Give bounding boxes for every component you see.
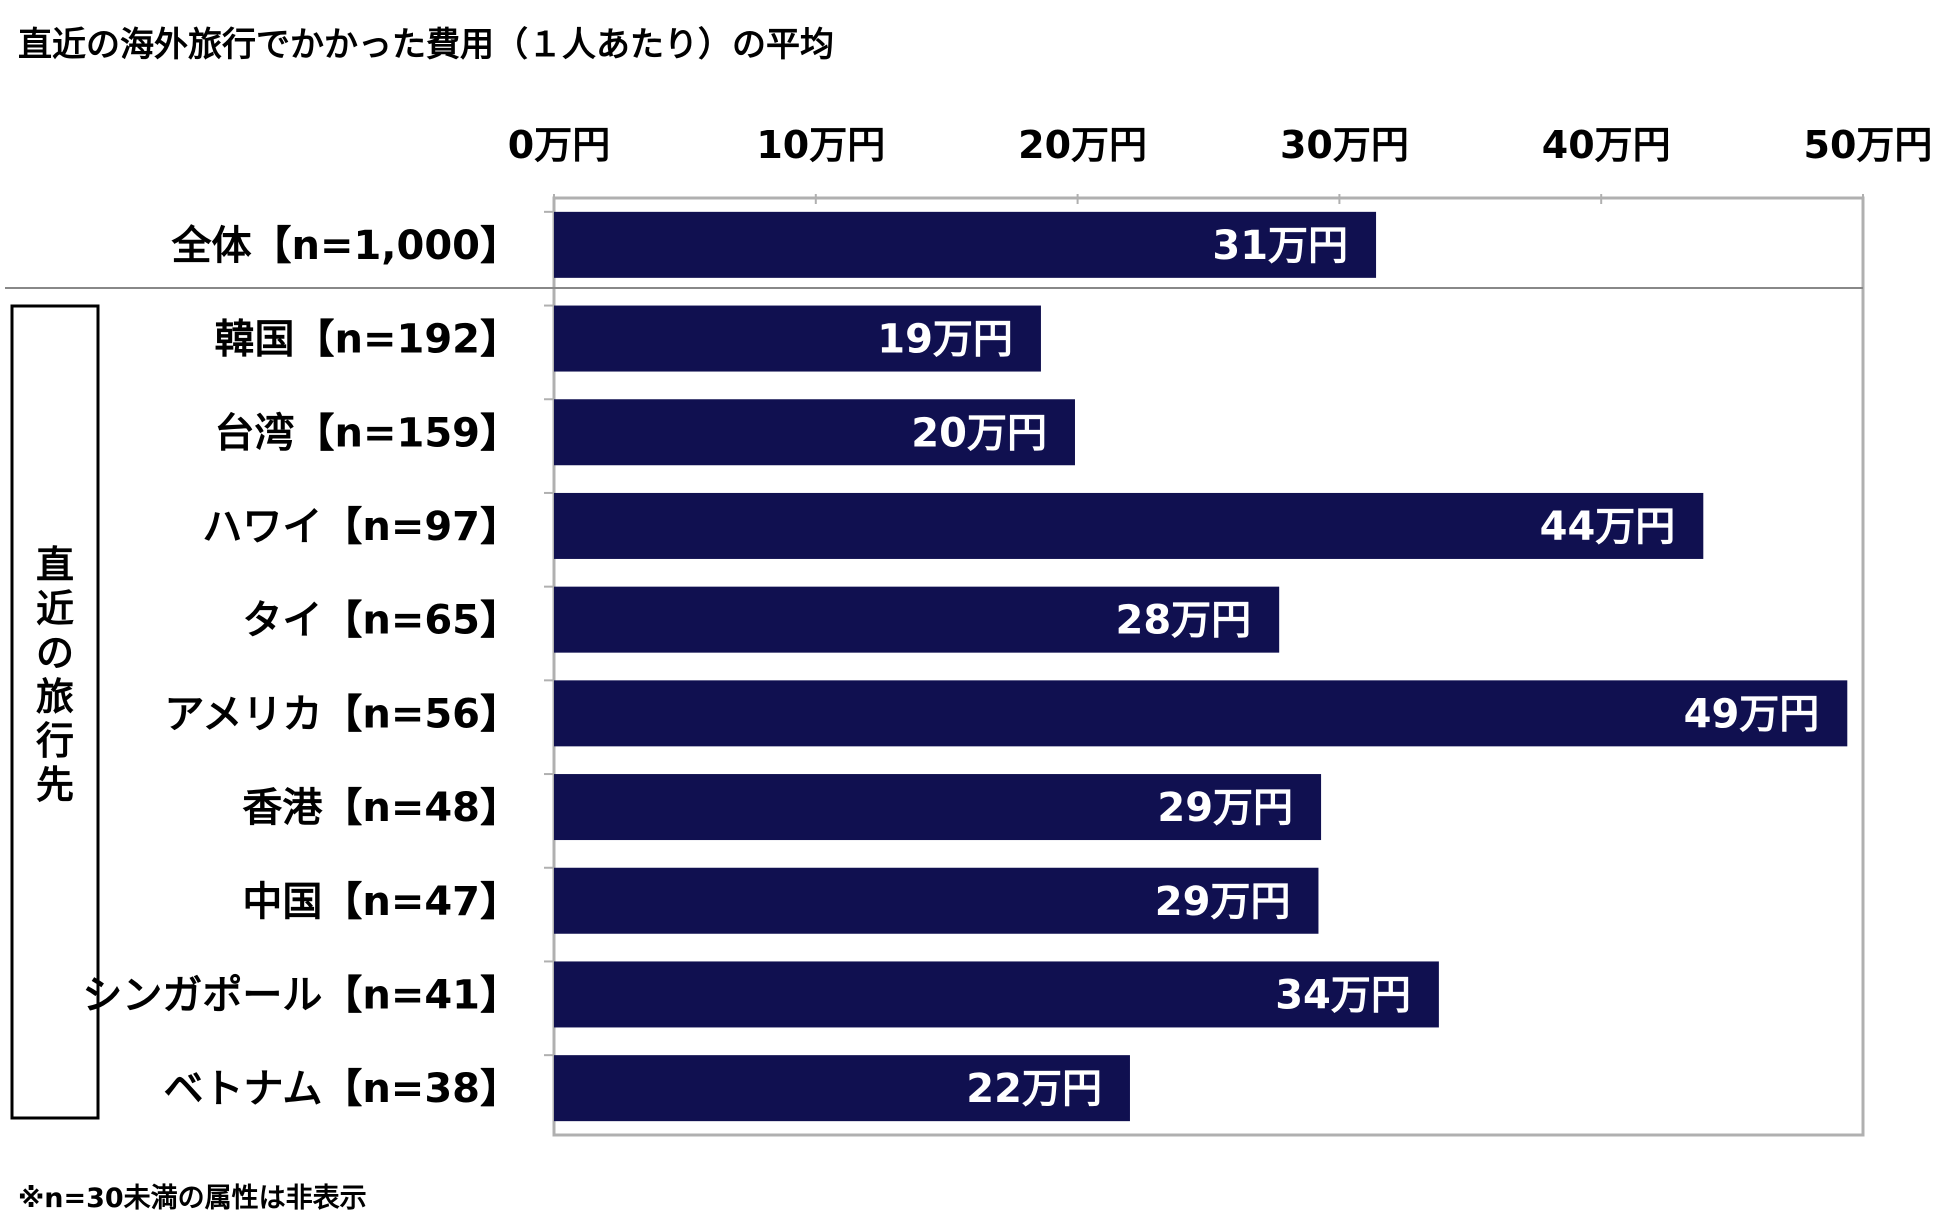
category-label: ベトナム【n=38】 xyxy=(164,1066,520,1112)
plot-frame xyxy=(552,196,1865,1137)
footnote: ※n=30未満の属性は非表示 xyxy=(18,1183,367,1214)
x-tick-label: 40万円 xyxy=(1542,123,1671,167)
bar-value-label: 19万円 xyxy=(877,317,1013,363)
bar xyxy=(554,211,1377,278)
x-tick-label: 20万円 xyxy=(1018,123,1147,167)
category-label: 中国【n=47】 xyxy=(242,879,520,925)
bar-value-label: 34万円 xyxy=(1275,972,1411,1018)
group-label: 直近の旅行先 xyxy=(36,543,74,807)
bar-value-label: 29万円 xyxy=(1155,879,1291,925)
chart-title: 直近の海外旅行でかかった費用（１人あたり）の平均 xyxy=(18,25,834,65)
bar xyxy=(554,492,1704,559)
category-label: 台湾【n=159】 xyxy=(215,410,521,456)
bar-value-label: 31万円 xyxy=(1212,223,1348,269)
bar-value-label: 20万円 xyxy=(911,410,1047,456)
bar xyxy=(554,1055,1130,1122)
x-tick-label: 0万円 xyxy=(508,123,610,167)
x-tick-label: 50万円 xyxy=(1804,123,1933,167)
bar-value-label: 29万円 xyxy=(1157,785,1293,831)
bar-value-label: 28万円 xyxy=(1116,598,1252,644)
bar xyxy=(554,305,1041,372)
bars: 31万円 全体【n=1,000】 19万円 韓国【n=192】 20万円 台湾【n=159… xyxy=(82,210,1848,1122)
bar xyxy=(554,586,1280,653)
category-label: 韓国【n=192】 xyxy=(215,317,521,363)
category-label: タイ【n=65】 xyxy=(242,598,520,644)
x-tick-label: 30万円 xyxy=(1280,123,1409,167)
x-axis-ticks: 0万円 10万円 20万円 30万円 40万円 50万円 xyxy=(508,123,1933,204)
category-label: ハワイ【n=97】 xyxy=(202,504,520,550)
category-label: 全体【n=1,000】 xyxy=(170,223,520,269)
group-bracket xyxy=(10,304,100,1120)
bar-value-label: 22万円 xyxy=(966,1066,1102,1112)
category-label: アメリカ【n=56】 xyxy=(164,691,520,737)
bar-value-label: 44万円 xyxy=(1540,504,1676,550)
bar xyxy=(554,399,1075,466)
x-tick-label: 10万円 xyxy=(756,123,885,167)
bar-value-label: 49万円 xyxy=(1684,691,1820,737)
bar xyxy=(554,961,1439,1028)
bar xyxy=(554,867,1319,934)
category-label: シンガポール【n=41】 xyxy=(82,972,520,1018)
bar xyxy=(554,680,1848,747)
category-label: 香港【n=48】 xyxy=(242,785,520,831)
bar xyxy=(554,774,1322,841)
